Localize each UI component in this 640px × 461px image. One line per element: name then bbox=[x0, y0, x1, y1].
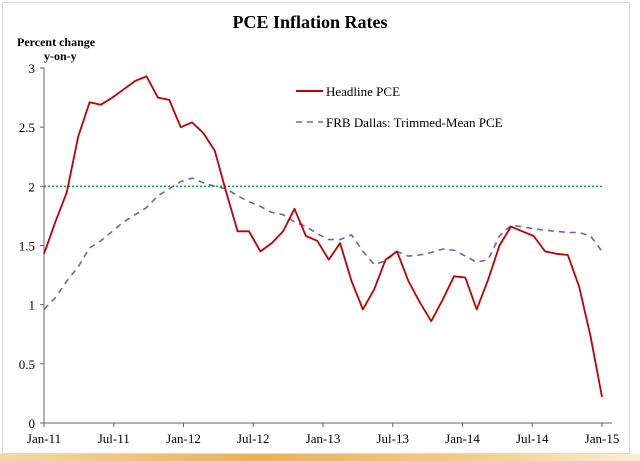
y-tick-label: 1.5 bbox=[19, 239, 35, 254]
legend-label-headline: Headline PCE bbox=[326, 84, 400, 99]
x-tick-label: Jan-13 bbox=[306, 431, 341, 446]
bottom-decorative-bar bbox=[0, 454, 640, 461]
series-group bbox=[43, 75, 603, 398]
y-tick-label: 2.5 bbox=[19, 120, 35, 135]
legend: Headline PCE FRB Dallas: Trimmed-Mean PC… bbox=[296, 84, 503, 130]
y-ticks: 0 0.5 1 1.5 2 2.5 3 bbox=[19, 61, 44, 431]
x-tick-label: Jan-15 bbox=[585, 431, 620, 446]
y-axis-label-line1: Percent change bbox=[17, 35, 96, 49]
legend-label-trimmed-mean: FRB Dallas: Trimmed-Mean PCE bbox=[326, 115, 503, 130]
chart-frame bbox=[2, 2, 630, 454]
x-tick-label: Jul-14 bbox=[516, 431, 549, 446]
x-ticks: Jan-11 Jul-11 Jan-12 Jul-12 Jan-13 Jul-13 Jan-… bbox=[27, 423, 619, 446]
series-line-trimmed-mean-pce bbox=[43, 177, 603, 310]
y-tick-label: 2 bbox=[29, 179, 36, 194]
y-tick-label: 1 bbox=[29, 298, 36, 313]
x-tick-label: Jan-12 bbox=[166, 431, 201, 446]
x-tick-label: Jul-11 bbox=[98, 431, 130, 446]
x-tick-label: Jul-12 bbox=[237, 431, 270, 446]
y-tick-label: 0 bbox=[29, 416, 36, 431]
x-tick-label: Jan-14 bbox=[445, 431, 480, 446]
y-axis-label-line2: y-on-y bbox=[44, 49, 77, 63]
x-tick-label: Jan-11 bbox=[27, 431, 61, 446]
y-tick-label: 3 bbox=[29, 61, 36, 76]
x-tick-label: Jul-13 bbox=[377, 431, 410, 446]
y-tick-label: 0.5 bbox=[19, 357, 35, 372]
series-line-headline-pce bbox=[43, 75, 603, 398]
chart-title: PCE Inflation Rates bbox=[232, 12, 387, 32]
